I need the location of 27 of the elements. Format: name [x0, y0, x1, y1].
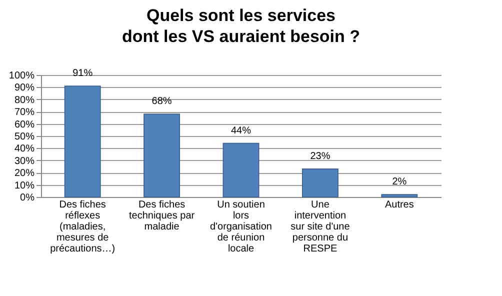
y-tick-label: 10% [14, 180, 35, 192]
y-tick-label: 70% [14, 107, 35, 118]
y-tick-label: 60% [14, 119, 35, 130]
x-tick-label: Une intervention sur site d'une personne du RESPE [290, 200, 350, 254]
data-label: 44% [230, 125, 252, 136]
y-tick-label: 80% [14, 94, 35, 106]
y-tick-label: 30% [14, 156, 35, 167]
y-tick-label: 0% [20, 192, 35, 204]
bar [302, 168, 338, 198]
bar [64, 86, 101, 198]
y-tick-label: 20% [14, 168, 35, 180]
bar [381, 194, 418, 198]
x-tick-label: Des fiches réflexes (maladies, mesures de précautions…) [50, 200, 116, 254]
data-label: 23% [310, 150, 330, 162]
y-tick-label: 50% [14, 132, 35, 142]
y-tick-label: 100% [8, 70, 35, 82]
y-tick-label: 40% [14, 144, 35, 155]
bar [144, 114, 180, 198]
chart-title: Quels sont les services dont les VS auraient besoin ? [122, 6, 360, 46]
data-label: 91% [72, 68, 93, 79]
data-label: 2% [392, 176, 407, 188]
x-tick-label: Des fiches techniques par maladie [128, 200, 196, 232]
x-tick-label: Un soutien lors d'organisation de réunion locale [210, 200, 272, 254]
data-label: 68% [152, 96, 172, 108]
y-tick-label: 90% [14, 82, 35, 94]
bar [222, 142, 260, 198]
x-tick-label: Autres [384, 200, 414, 210]
